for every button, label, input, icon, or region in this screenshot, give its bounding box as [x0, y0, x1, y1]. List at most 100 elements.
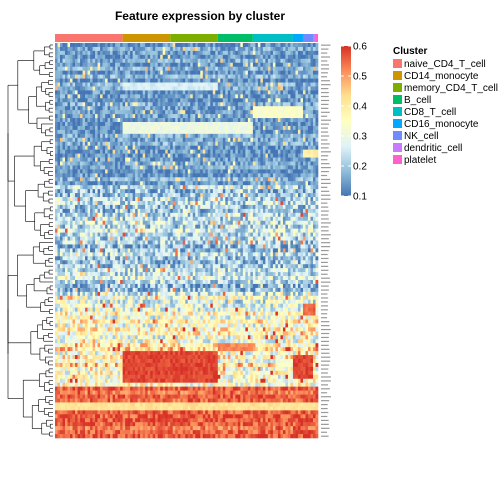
heatmap-cell	[243, 154, 246, 158]
heatmap-cell	[143, 189, 146, 193]
heatmap-cell	[203, 165, 206, 169]
heatmap-cell	[163, 162, 166, 166]
heatmap-cell	[238, 106, 241, 110]
heatmap-cell	[58, 71, 61, 75]
heatmap-cell	[263, 185, 266, 189]
heatmap-cell	[205, 177, 208, 181]
heatmap-cell	[138, 138, 141, 142]
heatmap-cell	[133, 146, 136, 150]
heatmap-cell	[170, 122, 173, 126]
heatmap-cell	[163, 83, 166, 87]
heatmap-cell	[135, 43, 138, 47]
heatmap-cell	[248, 106, 251, 110]
heatmap-cell	[200, 213, 203, 217]
heatmap-cell	[83, 146, 86, 150]
heatmap-cell	[110, 126, 113, 130]
heatmap-cell	[305, 209, 308, 213]
heatmap-cell	[135, 106, 138, 110]
heatmap-cell	[258, 122, 261, 126]
heatmap-cell	[83, 169, 86, 173]
heatmap-cell	[208, 114, 211, 118]
heatmap-cell	[275, 146, 278, 150]
heatmap-cell	[75, 193, 78, 197]
heatmap-cell	[283, 138, 286, 142]
heatmap-cell	[158, 213, 161, 217]
heatmap-cell	[316, 79, 319, 83]
heatmap-cell	[143, 114, 146, 118]
heatmap-cell	[105, 98, 108, 102]
heatmap-cell	[170, 134, 173, 138]
heatmap-cell	[68, 67, 71, 71]
heatmap-cell	[240, 165, 243, 169]
heatmap-cell	[208, 217, 211, 221]
heatmap-cell	[150, 67, 153, 71]
heatmap-cell	[165, 90, 168, 94]
heatmap-cell	[55, 185, 58, 189]
heatmap-cell	[283, 106, 286, 110]
heatmap-cell	[150, 213, 153, 217]
heatmap-cell	[285, 63, 288, 67]
heatmap-cell	[195, 118, 198, 122]
heatmap-cell	[288, 173, 291, 177]
heatmap-cell	[195, 94, 198, 98]
heatmap-cell	[143, 98, 146, 102]
heatmap-cell	[193, 122, 196, 126]
heatmap-cell	[120, 185, 123, 189]
heatmap-cell	[195, 63, 198, 67]
heatmap-cell	[105, 118, 108, 122]
heatmap-cell	[105, 102, 108, 106]
heatmap-cell	[180, 83, 183, 87]
heatmap-cell	[260, 169, 263, 173]
heatmap-cell	[68, 122, 71, 126]
heatmap-cell	[170, 193, 173, 197]
heatmap-cell	[308, 75, 311, 79]
heatmap-cell	[268, 55, 271, 59]
heatmap-cell	[223, 201, 226, 205]
heatmap-cell	[83, 86, 86, 90]
heatmap-cell	[205, 150, 208, 154]
heatmap-cell	[208, 173, 211, 177]
heatmap-cell	[223, 75, 226, 79]
heatmap-cell	[150, 75, 153, 79]
heatmap-cell	[153, 47, 156, 51]
heatmap-cell	[193, 90, 196, 94]
heatmap-cell	[263, 126, 266, 130]
heatmap-cell	[200, 106, 203, 110]
heatmap-cell	[316, 86, 319, 90]
heatmap-cell	[205, 189, 208, 193]
heatmap-cell	[268, 122, 271, 126]
heatmap-cell	[305, 59, 308, 63]
heatmap-cell	[313, 205, 316, 209]
heatmap-cell	[138, 106, 141, 110]
heatmap-cell	[175, 154, 178, 158]
heatmap-cell	[313, 162, 316, 166]
heatmap-cell	[273, 189, 276, 193]
heatmap-cell	[208, 165, 211, 169]
heatmap-cell	[170, 177, 173, 181]
heatmap-cell	[240, 205, 243, 209]
heatmap-cell	[130, 177, 133, 181]
heatmap-cell	[238, 154, 241, 158]
heatmap-cell	[288, 71, 291, 75]
heatmap-cell	[173, 165, 176, 169]
heatmap-cell	[193, 63, 196, 67]
heatmap-cell	[140, 181, 143, 185]
heatmap-cell	[238, 75, 241, 79]
heatmap-cell	[180, 162, 183, 166]
heatmap-cell	[213, 197, 216, 201]
heatmap-cell	[280, 110, 283, 114]
heatmap-cell	[185, 90, 188, 94]
heatmap-cell	[200, 181, 203, 185]
heatmap-cell	[233, 94, 236, 98]
heatmap-cell	[235, 98, 238, 102]
heatmap-cell	[213, 86, 216, 90]
heatmap-cell	[165, 122, 168, 126]
heatmap-cell	[215, 197, 218, 201]
heatmap-cell	[310, 43, 313, 47]
heatmap-cell	[248, 154, 251, 158]
heatmap-cell	[155, 138, 158, 142]
heatmap-cell	[220, 165, 223, 169]
heatmap-cell	[173, 79, 176, 83]
heatmap-cell	[133, 98, 136, 102]
heatmap-cell	[253, 75, 256, 79]
